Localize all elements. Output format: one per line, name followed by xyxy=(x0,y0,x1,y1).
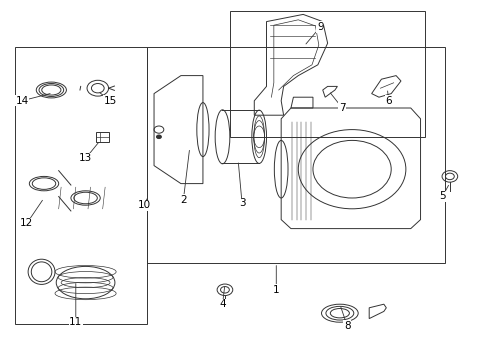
Text: 5: 5 xyxy=(438,191,445,201)
Text: 8: 8 xyxy=(343,321,350,331)
Text: 4: 4 xyxy=(219,299,225,309)
Text: 3: 3 xyxy=(238,198,245,208)
Text: 6: 6 xyxy=(385,96,391,106)
Text: 10: 10 xyxy=(138,200,150,210)
Text: 2: 2 xyxy=(180,195,186,205)
Text: 11: 11 xyxy=(69,317,82,327)
Circle shape xyxy=(156,135,161,139)
Text: 7: 7 xyxy=(338,103,345,113)
Text: 1: 1 xyxy=(272,285,279,295)
Text: 12: 12 xyxy=(20,218,34,228)
Text: 15: 15 xyxy=(103,96,117,106)
Text: 14: 14 xyxy=(15,96,29,106)
Text: 9: 9 xyxy=(316,22,323,32)
Text: 13: 13 xyxy=(79,153,92,163)
